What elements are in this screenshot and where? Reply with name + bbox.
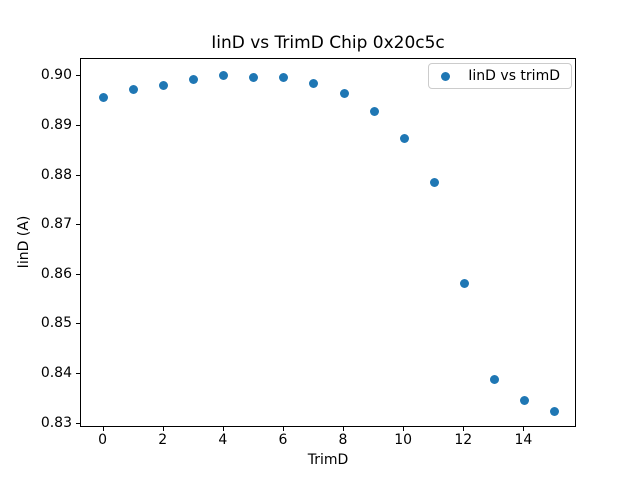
scatter-point (249, 73, 259, 83)
scatter-point (189, 75, 199, 85)
scatter-point (99, 92, 109, 102)
x-tick-mark (403, 427, 405, 431)
y-tick-mark (76, 174, 80, 176)
x-tick-mark (162, 427, 164, 431)
scatter-point (219, 71, 229, 81)
scatter-point (159, 81, 169, 91)
legend: IinD vs trimD (428, 63, 572, 89)
y-tick-label: 0.84 (40, 364, 72, 381)
x-tick-mark (282, 427, 284, 431)
x-tick-mark (343, 427, 345, 431)
y-tick-mark (76, 323, 80, 325)
chart-title: IinD vs TrimD Chip 0x20c5c (211, 33, 445, 53)
x-tick-label: 10 (394, 432, 413, 448)
x-tick-label: 0 (98, 432, 107, 448)
y-tick-mark (76, 372, 80, 374)
y-tick-label: 0.88 (40, 166, 72, 183)
scatter-point (369, 106, 379, 116)
plot-area: IinD vs trimD (80, 58, 576, 427)
x-tick-label: 12 (454, 432, 473, 448)
legend-label: IinD vs trimD (468, 68, 560, 84)
scatter-point (309, 79, 319, 89)
y-tick-mark (76, 224, 80, 226)
x-tick-label: 2 (158, 432, 168, 448)
y-tick-mark (76, 75, 80, 77)
y-tick-label: 0.89 (40, 116, 72, 133)
scatter-point (129, 84, 139, 94)
x-tick-mark (463, 427, 465, 431)
x-tick-label: 8 (338, 432, 348, 448)
y-tick-label: 0.85 (40, 315, 72, 332)
scatter-point (339, 88, 349, 98)
x-tick-label: 6 (278, 432, 288, 448)
scatter-point (489, 374, 499, 384)
y-tick-label: 0.83 (40, 414, 72, 431)
x-tick-mark (222, 427, 224, 431)
x-tick-label: 4 (218, 432, 228, 448)
scatter-point (519, 396, 529, 406)
scatter-point (429, 178, 439, 188)
scatter-point (399, 133, 409, 143)
legend-marker-dot (441, 71, 451, 81)
y-tick-mark (76, 273, 80, 275)
y-axis-label: IinD (A) (16, 215, 32, 269)
y-tick-label: 0.87 (40, 216, 72, 233)
x-tick-label: 14 (514, 432, 533, 448)
y-tick-label: 0.90 (40, 67, 72, 84)
scatter-point (549, 406, 559, 416)
scatter-point (459, 279, 469, 289)
y-tick-mark (76, 124, 80, 126)
scatter-point (279, 73, 289, 83)
x-tick-mark (102, 427, 104, 431)
x-tick-mark (523, 427, 525, 431)
x-axis-label: TrimD (307, 452, 349, 468)
y-tick-label: 0.86 (40, 265, 72, 282)
y-tick-mark (76, 422, 80, 424)
